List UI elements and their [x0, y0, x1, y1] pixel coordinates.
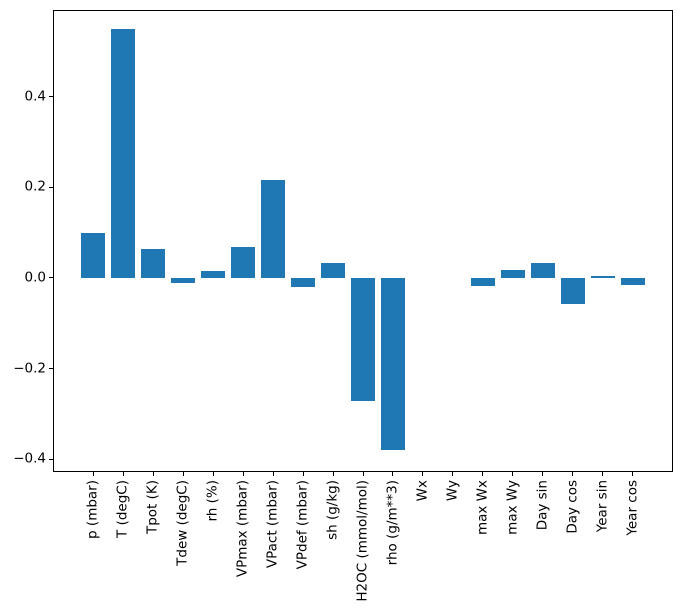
x-tick-label-rh: rh (%)	[204, 480, 221, 522]
y-axis-tick	[49, 368, 53, 370]
bar-rho-g-m-3	[380, 277, 405, 450]
x-tick-label-day-cos: Day cos	[564, 480, 581, 534]
y-tick-label--0.2: −0.2	[13, 359, 46, 376]
plot-area	[53, 10, 673, 472]
bar-vpmax-mbar	[231, 246, 256, 278]
x-tick-label-h2oc-mmol-mol: H2OC (mmol/mol)	[354, 480, 371, 602]
y-axis-tick	[49, 96, 53, 98]
x-tick-label-wy: Wy	[444, 480, 461, 502]
x-tick-label-vpmax-mbar: VPmax (mbar)	[234, 480, 251, 578]
y-tick-label-0.4: 0.4	[24, 87, 46, 104]
x-tick-label-max-wy: max Wy	[504, 480, 521, 535]
bar-t-degc	[111, 29, 136, 278]
x-axis-tick	[272, 472, 274, 476]
x-axis-tick	[392, 472, 394, 476]
x-axis-tick	[212, 472, 214, 476]
bar-vpact-mbar	[261, 180, 286, 278]
x-axis-tick	[452, 472, 454, 476]
bar-day-sin	[530, 262, 555, 278]
bar-tpot-k	[141, 248, 166, 278]
x-tick-label-max-wx: max Wx	[474, 480, 491, 536]
x-tick-label-day-sin: Day sin	[534, 480, 551, 531]
y-tick-label--0.4: −0.4	[13, 450, 46, 467]
x-axis-tick	[302, 472, 304, 476]
x-axis-tick	[542, 472, 544, 476]
bar-h2oc-mmol-mol	[351, 277, 375, 401]
bar-max-wx	[470, 277, 495, 287]
bar-rh	[201, 271, 226, 278]
x-tick-label-tdew-degc: Tdew (degC)	[174, 480, 191, 566]
bar-max-wy	[500, 270, 525, 278]
x-axis-tick	[362, 472, 364, 476]
x-axis-tick	[122, 472, 124, 476]
x-axis-tick	[602, 472, 604, 476]
x-tick-label-wx: Wx	[414, 480, 431, 502]
bar-year-sin	[590, 276, 615, 278]
y-axis-tick	[49, 458, 53, 460]
x-axis-tick	[422, 472, 424, 476]
x-axis-tick	[242, 472, 244, 476]
bar-year-cos	[620, 277, 645, 285]
bar-tdew-degc	[171, 277, 196, 284]
x-tick-label-vpact-mbar: VPact (mbar)	[264, 480, 281, 569]
x-tick-label-vpdef-mbar: VPdef (mbar)	[294, 480, 311, 570]
x-axis-tick	[92, 472, 94, 476]
y-tick-label-0.2: 0.2	[24, 178, 46, 195]
x-axis-tick	[182, 472, 184, 476]
y-axis-tick	[49, 186, 53, 188]
bar-vpdef-mbar	[291, 277, 316, 288]
x-tick-label-p-mbar: p (mbar)	[84, 480, 101, 539]
y-axis-tick	[49, 277, 53, 279]
x-tick-label-year-sin: Year sin	[594, 480, 611, 533]
x-tick-label-tpot-k: Tpot (K)	[144, 480, 161, 535]
x-tick-label-sh-g-kg: sh (g/kg)	[324, 480, 341, 540]
x-axis-tick	[482, 472, 484, 476]
x-axis-tick	[572, 472, 574, 476]
x-axis-tick	[632, 472, 634, 476]
bar-day-cos	[560, 277, 585, 305]
x-tick-label-t-degc: T (degC)	[114, 480, 131, 538]
x-tick-label-rho-g-m-3: rho (g/m**3)	[384, 480, 401, 566]
bar-p-mbar	[81, 233, 106, 278]
x-tick-label-year-cos: Year cos	[624, 480, 641, 536]
y-tick-label-0: 0.0	[24, 269, 46, 286]
x-axis-tick	[152, 472, 154, 476]
x-axis-tick	[512, 472, 514, 476]
bar-sh-g-kg	[321, 262, 345, 278]
x-axis-tick	[332, 472, 334, 476]
